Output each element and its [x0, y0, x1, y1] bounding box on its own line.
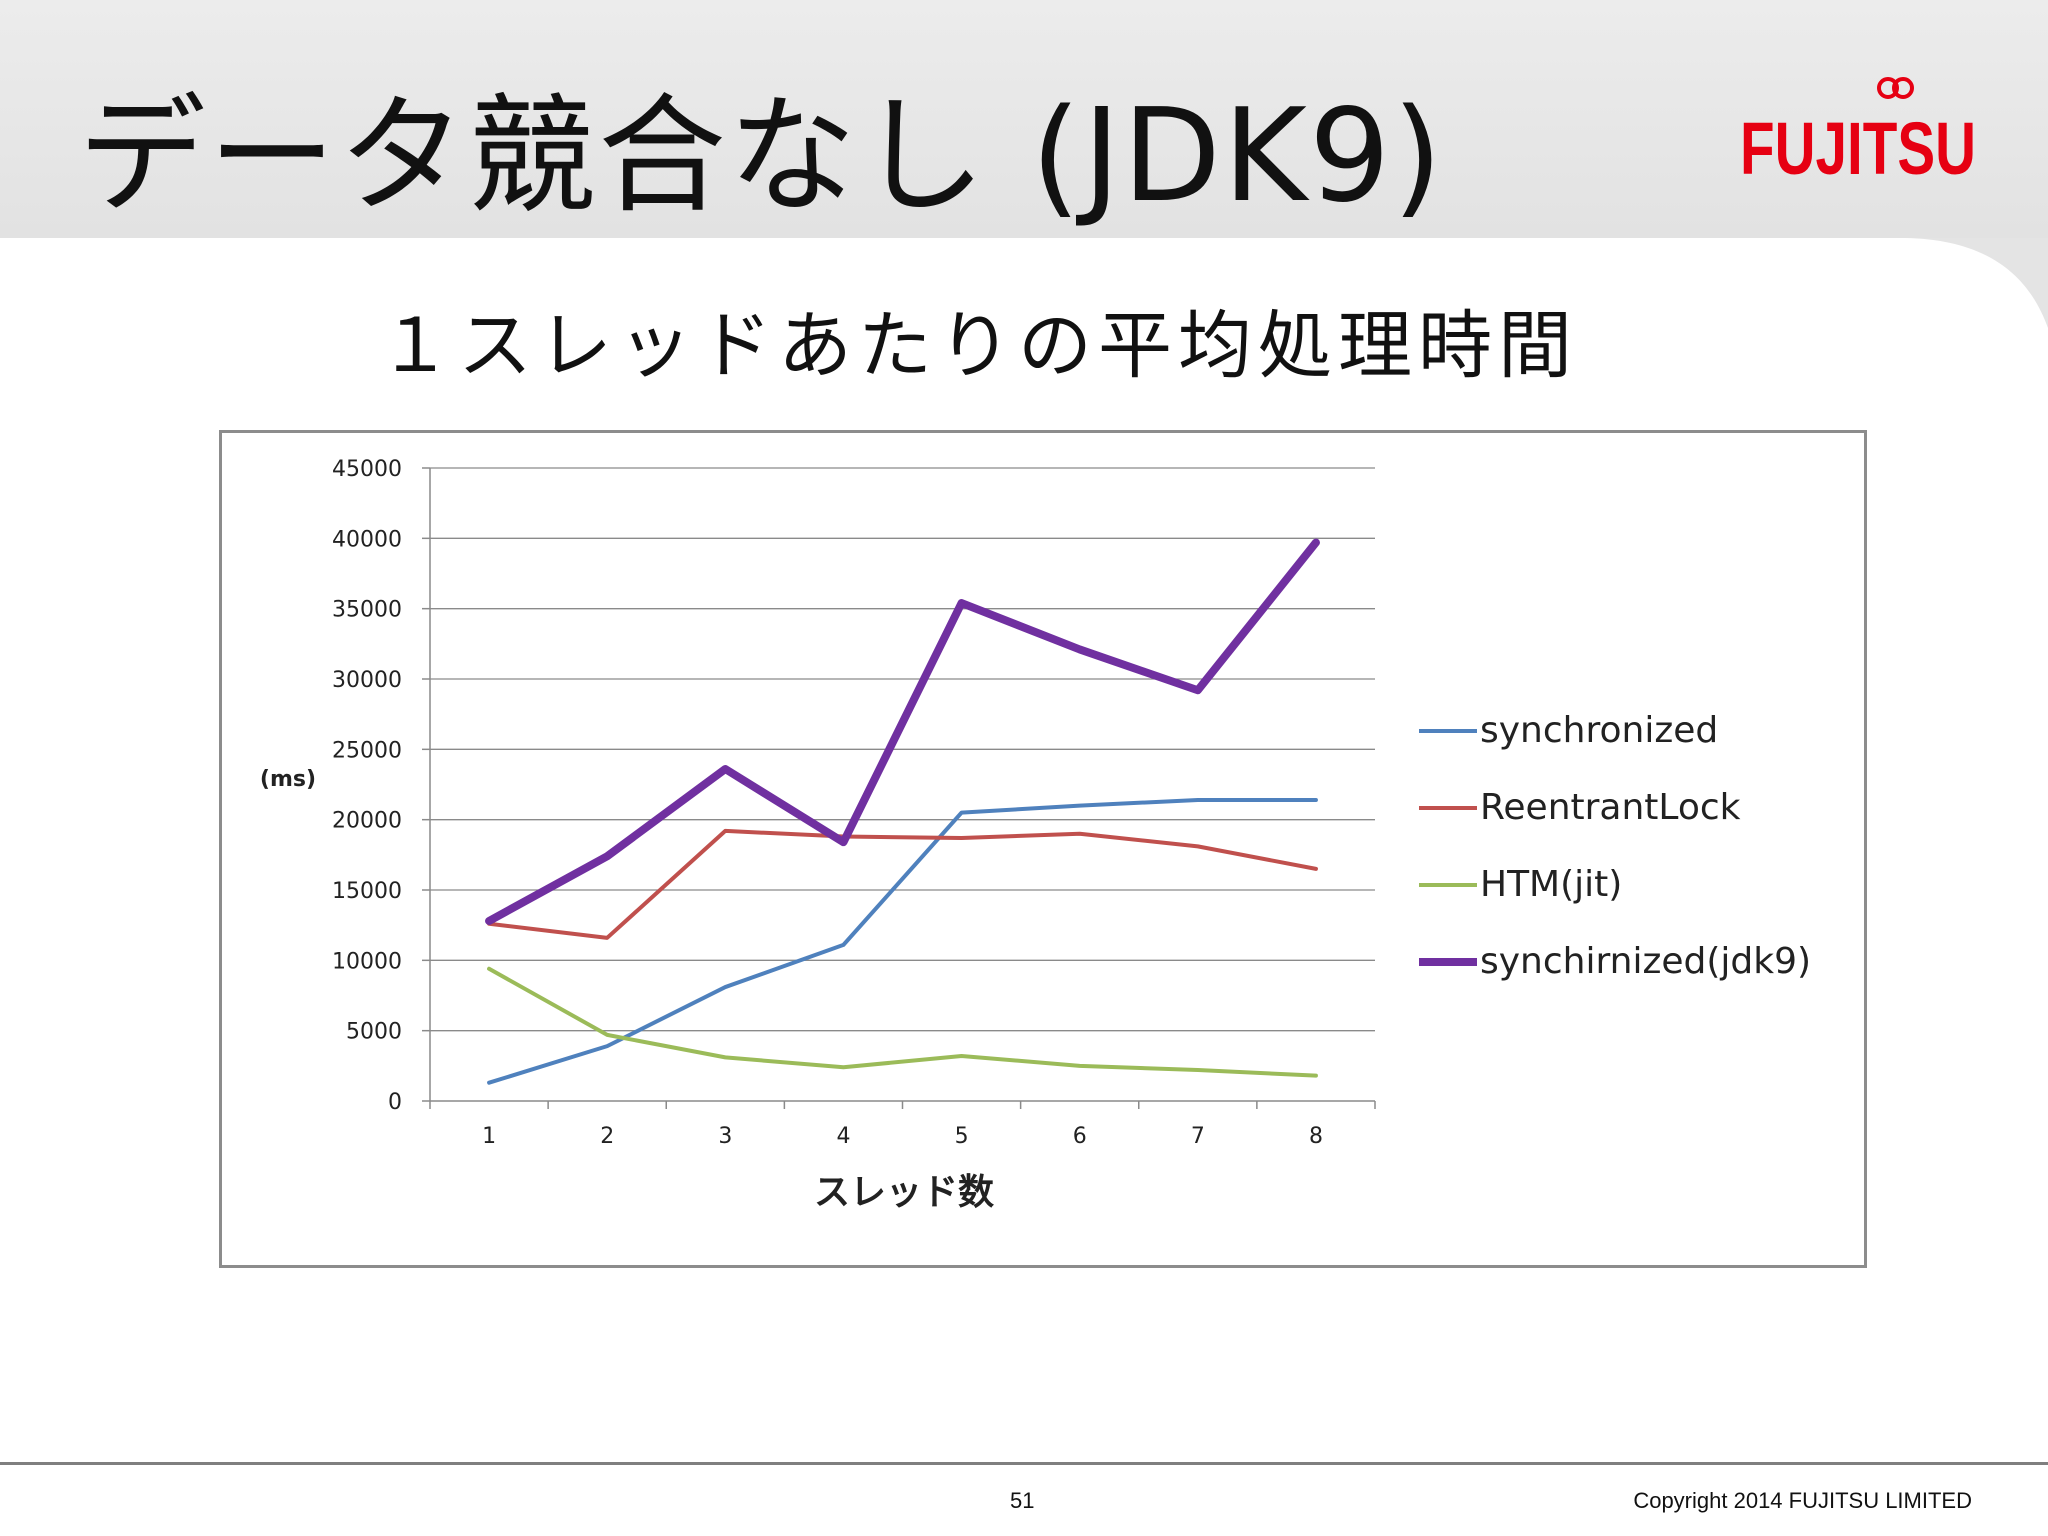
data-point	[487, 967, 491, 971]
data-point	[1314, 798, 1318, 802]
data-point	[958, 600, 965, 607]
y-tick-label: 40000	[332, 527, 402, 552]
data-point	[960, 811, 964, 815]
legend-label: synchirnized(jdk9)	[1480, 941, 1811, 982]
series-line-reentrantlock	[487, 828, 1318, 940]
x-tick-label: 7	[1191, 1124, 1205, 1149]
copyright-text: Copyright 2014 FUJITSU LIMITED	[1633, 1488, 1972, 1513]
series-line-synchirnized-jdk9	[485, 538, 1320, 925]
data-point	[1196, 1068, 1200, 1072]
data-point	[1078, 1064, 1082, 1068]
x-tick-label: 1	[482, 1124, 496, 1149]
gridlines	[430, 467, 1375, 1032]
page-number: 51	[1010, 1488, 1035, 1513]
data-point	[841, 1065, 845, 1069]
axes: 0 5000 10000 15000 20000 25000 30000 35000 40000…	[332, 457, 1376, 1149]
data-point	[960, 836, 964, 840]
data-point	[1078, 832, 1082, 836]
legend: synchronized ReentrantLock HTM(jit) synchir…	[1419, 710, 1811, 982]
y-tick-label: 25000	[332, 738, 402, 763]
data-point	[605, 936, 609, 940]
y-axis-label: (ms)	[260, 767, 316, 792]
chart-frame: 0 5000 10000 15000 20000 25000 30000 35000 40000…	[219, 430, 1867, 1268]
data-point	[840, 839, 847, 846]
data-point	[1196, 798, 1200, 802]
data-point	[960, 1054, 964, 1058]
legend-label: HTM(jit)	[1480, 864, 1622, 905]
slide-title: データ競合なし (JDK9)	[78, 82, 1445, 231]
x-axis-label: スレッド数	[814, 1172, 994, 1213]
data-point	[1312, 539, 1319, 546]
line-chart: 0 5000 10000 15000 20000 25000 30000 35000 40000…	[260, 457, 1811, 1213]
legend-label: ReentrantLock	[1480, 787, 1741, 828]
x-tick-label: 8	[1309, 1124, 1323, 1149]
y-tick-label: 5000	[346, 1020, 402, 1045]
x-tick-label: 2	[600, 1124, 614, 1149]
data-point	[1196, 844, 1200, 848]
series-line-htm-jit	[487, 966, 1318, 1078]
y-tick-label: 45000	[332, 457, 402, 482]
y-tick-label: 0	[388, 1090, 402, 1115]
slide-subtitle: １スレッドあたりの平均処理時間	[378, 303, 1578, 389]
y-tick-label: 20000	[332, 809, 402, 834]
data-point	[1194, 687, 1201, 694]
x-tick-label: 3	[718, 1124, 732, 1149]
data-point	[604, 853, 611, 860]
data-point	[723, 1055, 727, 1059]
data-point	[1078, 804, 1082, 808]
data-point	[723, 829, 727, 833]
x-tick-label: 4	[836, 1124, 850, 1149]
series-line-synchronized	[487, 797, 1318, 1085]
footer-divider	[0, 1462, 2048, 1465]
x-tick-label: 6	[1073, 1124, 1087, 1149]
data-point	[841, 943, 845, 947]
data-point	[605, 1044, 609, 1048]
data-point	[486, 917, 493, 924]
data-point	[605, 1033, 609, 1037]
data-point	[723, 985, 727, 989]
data-point	[1314, 1074, 1318, 1078]
x-tick-label: 5	[955, 1124, 969, 1149]
y-tick-label: 35000	[332, 598, 402, 623]
data-point	[1314, 867, 1318, 871]
y-tick-label: 15000	[332, 879, 402, 904]
fujitsu-logo: FUJITSU	[1740, 77, 1976, 190]
slide-header	[0, 0, 2048, 238]
logo-wordmark: FUJITSU	[1740, 107, 1976, 190]
series-lines	[485, 538, 1320, 1085]
y-tick-label: 10000	[332, 949, 402, 974]
legend-label: synchronized	[1480, 710, 1718, 751]
data-point	[487, 1081, 491, 1085]
y-tick-label: 30000	[332, 668, 402, 693]
data-point	[722, 766, 729, 773]
data-point	[1076, 646, 1083, 653]
